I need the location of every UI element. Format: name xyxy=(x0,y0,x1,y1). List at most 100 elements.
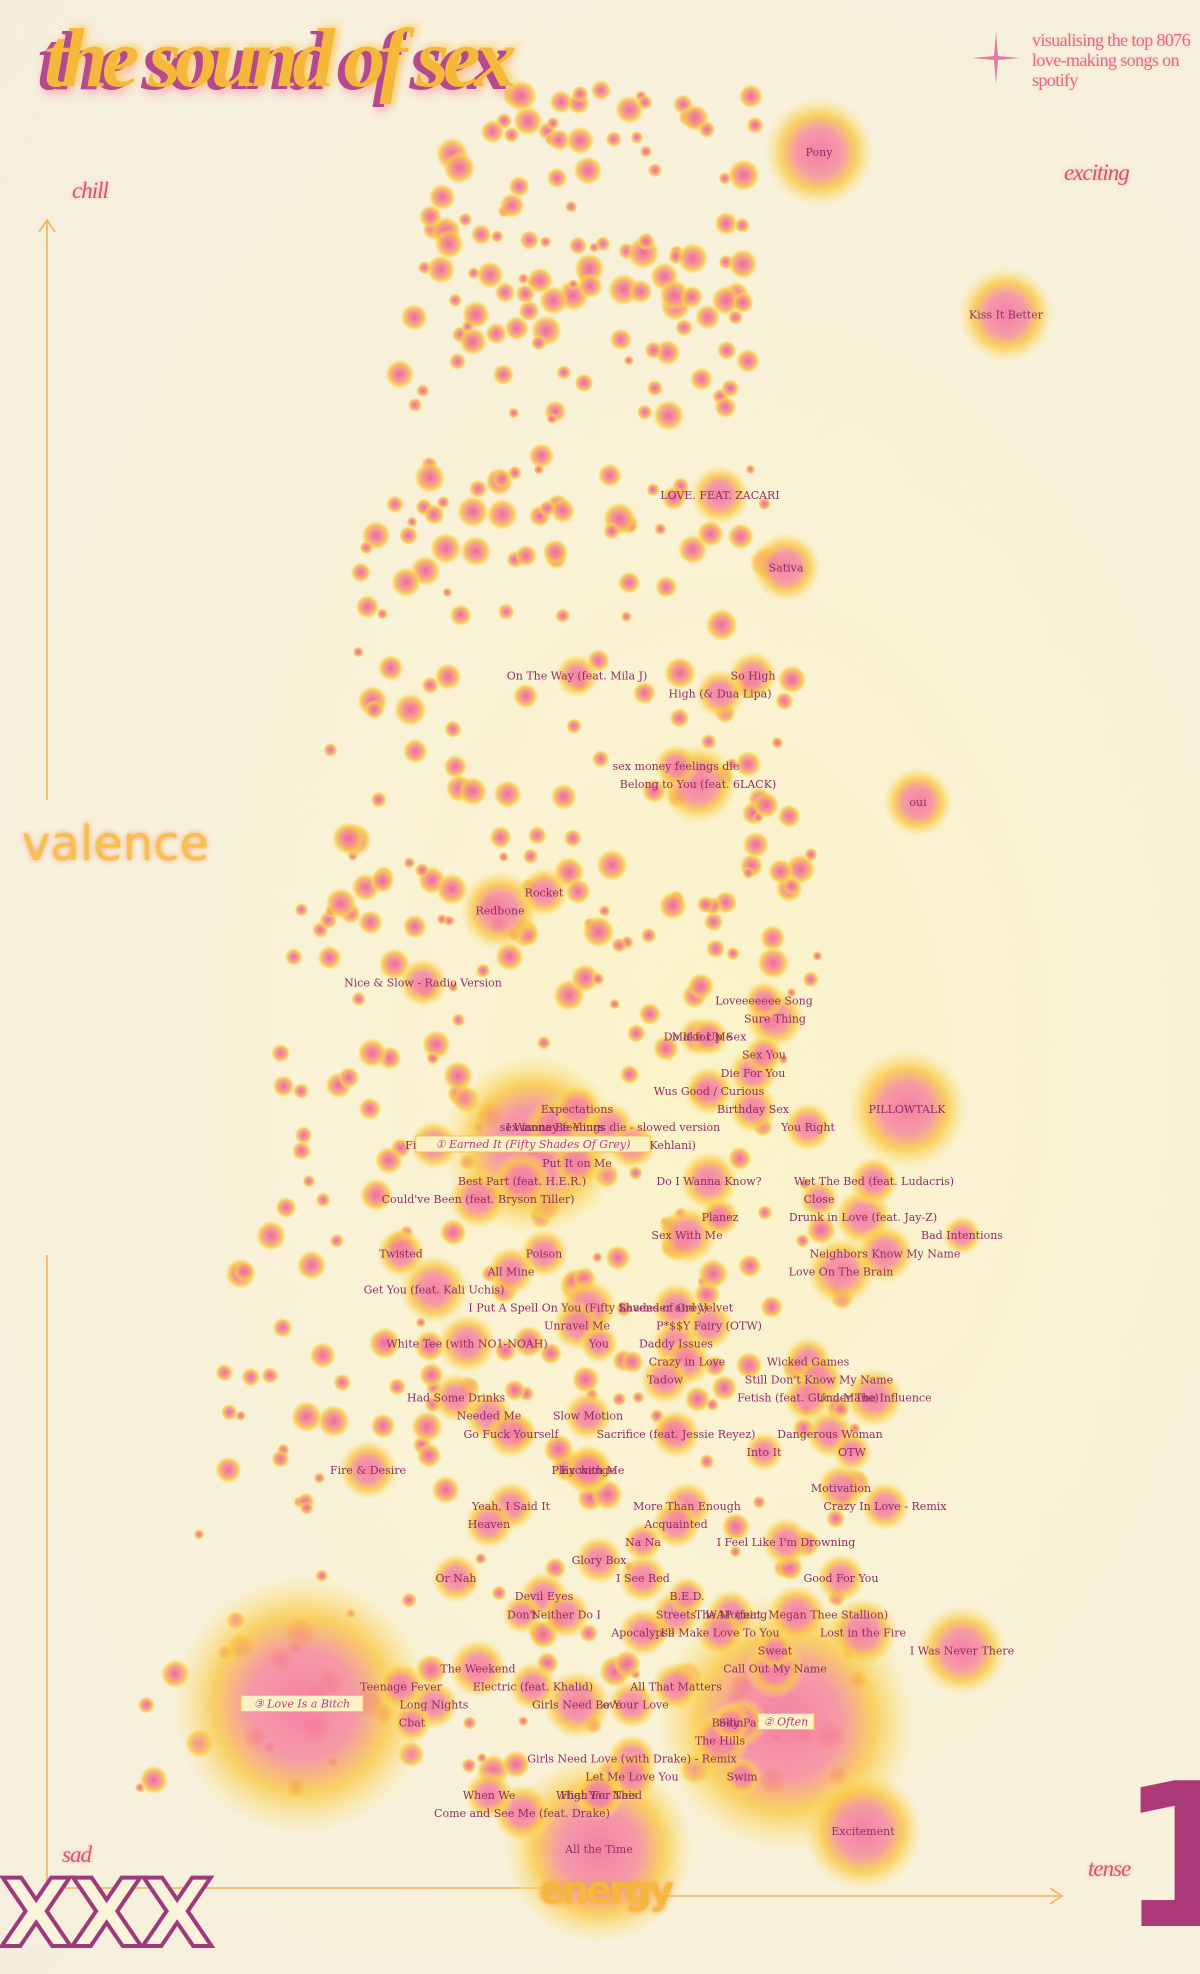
song-point xyxy=(494,281,516,304)
song-point xyxy=(597,463,623,488)
song-point xyxy=(374,1146,404,1175)
song-label: Into It xyxy=(747,1446,782,1459)
song-label: WAP (feat. Megan Thee Stallion) xyxy=(706,1608,888,1621)
song-point xyxy=(501,1749,531,1779)
song-point xyxy=(434,228,465,260)
song-point xyxy=(220,1403,238,1421)
song-point xyxy=(296,1249,327,1281)
song-point xyxy=(640,927,657,944)
song-bubble xyxy=(563,1390,613,1441)
song-point xyxy=(508,407,520,419)
song-label: OTW xyxy=(838,1446,866,1459)
song-point xyxy=(358,1097,382,1121)
song-bubble xyxy=(755,1630,795,1671)
song-point xyxy=(546,167,568,189)
song-point xyxy=(292,1082,310,1100)
song-point xyxy=(290,1400,323,1433)
song-bubble xyxy=(728,1083,778,1134)
song-point xyxy=(415,383,430,398)
song-point xyxy=(745,464,756,475)
song-bubble xyxy=(448,1169,508,1230)
song-point xyxy=(676,242,709,275)
song-point xyxy=(737,1253,762,1279)
song-point xyxy=(620,1350,645,1374)
song-point xyxy=(571,1365,600,1394)
song-label: Yeah, I Said It xyxy=(471,1500,551,1513)
song-point xyxy=(771,736,784,749)
song-label: Excitement xyxy=(831,1825,895,1838)
song-bubble xyxy=(437,1313,497,1374)
song-point xyxy=(333,1373,352,1392)
song-label: You Right xyxy=(780,1121,835,1134)
song-label: Wus Good / Curious xyxy=(654,1085,765,1098)
song-point xyxy=(235,1410,247,1422)
song-point xyxy=(630,130,644,145)
song-label: Motivation xyxy=(811,1482,871,1495)
song-point xyxy=(644,340,663,360)
song-label: sex money feelings die - slowed version xyxy=(500,1121,721,1134)
song-label: Swim xyxy=(727,1771,758,1784)
song-label: Birthday Sex xyxy=(717,1103,790,1116)
song-point xyxy=(626,1023,646,1044)
song-bubble xyxy=(684,1065,734,1116)
song-label: So High xyxy=(731,670,776,683)
song-label: Needed Me xyxy=(457,1410,522,1423)
highlight-label-box xyxy=(757,1713,815,1731)
highlight-label-box xyxy=(240,1695,364,1712)
song-point xyxy=(812,950,823,962)
song-point xyxy=(480,119,505,144)
song-point xyxy=(370,791,387,809)
song-bubble xyxy=(392,1702,432,1743)
song-point xyxy=(497,603,515,621)
song-bubble xyxy=(519,867,569,918)
song-point xyxy=(734,217,751,234)
song-point xyxy=(538,285,569,316)
highlight-label-box xyxy=(415,1135,651,1153)
song-point xyxy=(757,496,772,511)
song-point xyxy=(442,151,476,185)
song-point xyxy=(400,303,429,332)
song-point xyxy=(689,367,714,391)
song-label: LOVE. FEAT. ZACARI xyxy=(660,489,779,502)
song-point xyxy=(565,126,595,156)
song-point xyxy=(598,904,611,918)
song-label: Sex You xyxy=(742,1049,786,1062)
song-point xyxy=(654,575,678,599)
song-point xyxy=(499,192,525,219)
song-point xyxy=(443,720,463,739)
song-label: Or Nah xyxy=(435,1572,476,1585)
song-bubble xyxy=(579,1323,619,1364)
song-bubble xyxy=(504,1753,694,1941)
song-point xyxy=(272,1074,295,1098)
song-bubble xyxy=(690,465,750,526)
song-bubble xyxy=(502,1594,542,1635)
song-point xyxy=(315,1192,331,1208)
song-bubble xyxy=(464,1769,514,1820)
song-point xyxy=(734,750,762,778)
song-label: Lavender and Velvet xyxy=(619,1301,734,1314)
song-label: Dangerous Woman xyxy=(777,1428,882,1441)
song-point xyxy=(426,254,456,285)
song-point xyxy=(615,1300,632,1318)
song-point xyxy=(429,532,462,565)
song-point xyxy=(137,1696,156,1714)
song-label: Die For You xyxy=(721,1067,786,1080)
song-label: Sex With Me xyxy=(651,1229,722,1242)
song-bubble xyxy=(541,1589,591,1640)
song-label: Long Nights xyxy=(400,1699,469,1712)
highlight-label: ① Earned It (Fifty Shades Of Grey) xyxy=(415,1135,651,1153)
song-point xyxy=(608,998,621,1010)
song-label: Crazy in Love xyxy=(649,1356,726,1369)
song-point xyxy=(323,742,338,758)
song-label: I See Red xyxy=(616,1572,670,1585)
song-point xyxy=(526,266,554,295)
song-point xyxy=(658,891,688,921)
song-point xyxy=(661,485,687,511)
song-label: Streets xyxy=(656,1608,697,1621)
song-point xyxy=(139,1765,169,1795)
song-bubble xyxy=(448,1638,508,1699)
song-point xyxy=(752,1495,766,1509)
song-bubble xyxy=(508,1661,558,1712)
song-label: White Tee (with NO1-NOAH) xyxy=(386,1338,547,1351)
